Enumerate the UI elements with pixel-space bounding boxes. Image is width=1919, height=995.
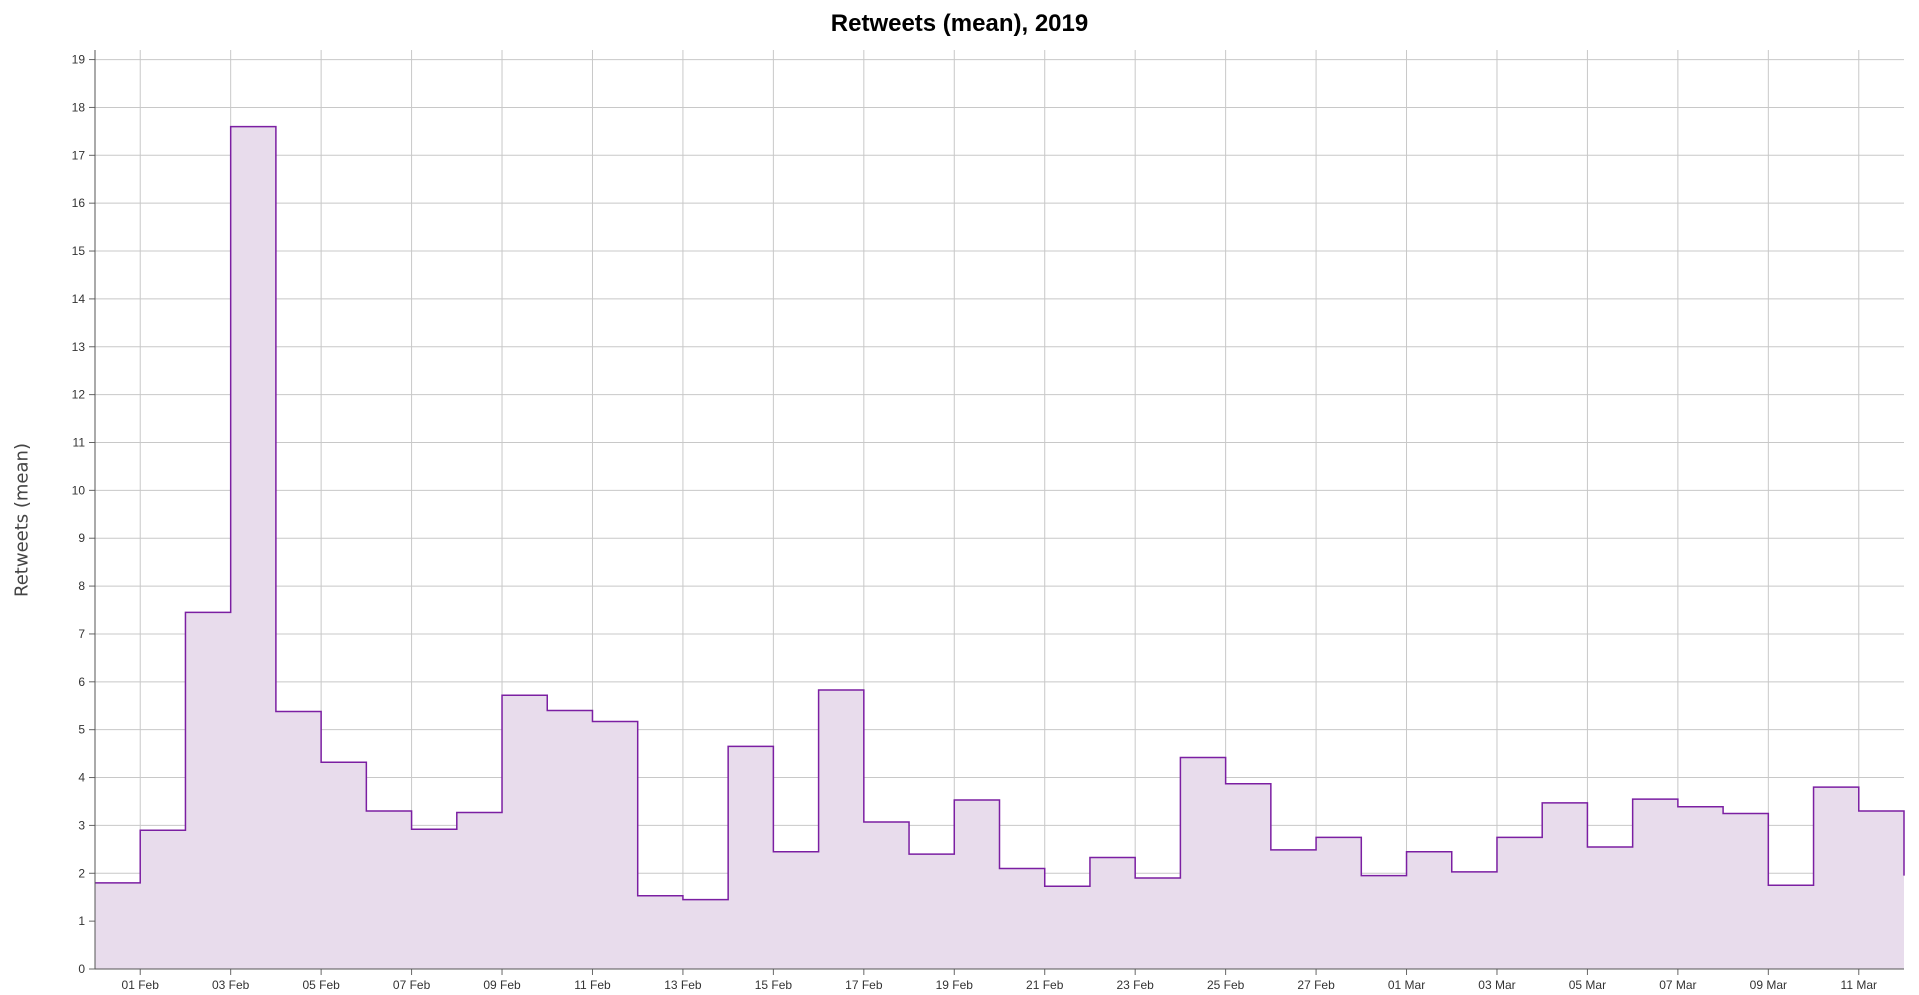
x-tick-label: 25 Feb <box>1207 978 1245 992</box>
y-tick-label: 1 <box>78 914 85 928</box>
data-step-2019-02-08 <box>457 812 502 969</box>
data-step-2019-02-12 <box>638 896 683 969</box>
data-step-2019-02-28 <box>1361 876 1406 969</box>
data-step-2019-02-15 <box>773 852 818 969</box>
x-tick-label: 07 Feb <box>393 978 431 992</box>
x-tick-label: 13 Feb <box>664 978 702 992</box>
series-line <box>95 125 1905 901</box>
y-tick-label: 14 <box>72 292 86 306</box>
y-tick-label: 11 <box>73 435 86 449</box>
data-step-2019-02-21 <box>1045 886 1090 969</box>
x-tick-label: 23 Feb <box>1116 978 1154 992</box>
data-step-2019-02-01 <box>140 830 185 969</box>
data-step-2019-02-06 <box>366 811 411 969</box>
data-step-2019-02-13 <box>683 900 728 969</box>
y-tick-label: 4 <box>78 771 85 785</box>
data-step-2019-02-22 <box>1090 857 1135 969</box>
x-tick-label: 03 Feb <box>212 978 250 992</box>
x-tick-label: 21 Feb <box>1026 978 1064 992</box>
x-tick-label: 19 Feb <box>936 978 974 992</box>
y-tick-label: 0 <box>78 962 85 976</box>
y-tick-label: 18 <box>72 100 86 114</box>
data-step-2019-03-01 <box>1407 852 1452 969</box>
x-tick-label: 17 Feb <box>845 978 883 992</box>
data-step-2019-03-11 <box>1859 811 1904 969</box>
data-step-2019-02-04 <box>276 711 321 969</box>
y-tick-label: 2 <box>78 866 85 880</box>
data-step-2019-02-02 <box>185 612 230 969</box>
y-tick-label: 19 <box>72 53 86 67</box>
x-tick-label: 01 Feb <box>122 978 160 992</box>
data-step-2019-02-20 <box>1000 868 1045 969</box>
data-step-2019-03-08 <box>1723 813 1768 969</box>
y-tick-label: 7 <box>78 627 85 641</box>
x-tick-label: 09 Mar <box>1750 978 1787 992</box>
y-tick-label: 10 <box>72 483 86 497</box>
y-tick-label: 15 <box>72 244 86 258</box>
data-step-2019-02-10 <box>547 711 592 969</box>
y-tick-label: 3 <box>78 818 85 832</box>
data-step-2019-02-09 <box>502 695 547 969</box>
x-tick-label: 07 Mar <box>1659 978 1696 992</box>
y-tick-label: 17 <box>72 148 86 162</box>
x-tick-label: 09 Feb <box>483 978 521 992</box>
data-step-2019-03-09 <box>1768 885 1813 969</box>
y-tick-label: 9 <box>78 531 85 545</box>
data-step-2019-03-06 <box>1633 799 1678 969</box>
data-step-2019-02-11 <box>592 722 637 969</box>
x-tick-label: 03 Mar <box>1478 978 1515 992</box>
data-step-2019-01-31 <box>95 883 140 969</box>
data-step-2019-03-02 <box>1452 872 1497 969</box>
x-tick-label: 01 Mar <box>1388 978 1425 992</box>
y-tick-label: 5 <box>78 723 85 737</box>
data-step-2019-02-19 <box>954 800 999 969</box>
data-step-2019-02-17 <box>864 822 909 969</box>
data-step-2019-02-27 <box>1316 837 1361 969</box>
y-tick-label: 12 <box>72 388 86 402</box>
x-tick-label: 15 Feb <box>755 978 793 992</box>
data-step-2019-03-05 <box>1587 847 1632 969</box>
data-step-2019-03-10 <box>1814 787 1859 969</box>
y-tick-label: 6 <box>78 675 85 689</box>
x-tick-label: 11 Feb <box>574 978 611 992</box>
x-tick-label: 05 Feb <box>302 978 340 992</box>
data-step-2019-02-07 <box>412 829 457 969</box>
data-step-2019-03-04 <box>1542 803 1587 969</box>
data-step-2019-02-26 <box>1271 850 1316 969</box>
data-step-2019-02-23 <box>1135 878 1180 969</box>
data-step-2019-02-25 <box>1226 784 1271 969</box>
series-area <box>95 126 1904 970</box>
data-step-2019-03-07 <box>1678 807 1723 969</box>
data-step-2019-02-24 <box>1180 757 1225 969</box>
y-tick-label: 13 <box>72 340 86 354</box>
data-step-2019-02-18 <box>909 854 954 969</box>
data-step-2019-02-03 <box>231 127 276 969</box>
x-tick-label: 05 Mar <box>1569 978 1606 992</box>
x-tick-label: 27 Feb <box>1297 978 1335 992</box>
y-tick-label: 8 <box>78 579 85 593</box>
x-tick-label: 11 Mar <box>1841 978 1877 992</box>
chart-title: Retweets (mean), 2019 <box>830 10 1089 37</box>
data-step-2019-03-03 <box>1497 837 1542 969</box>
y-tick-label: 16 <box>72 196 86 210</box>
data-step-2019-02-16 <box>819 690 864 969</box>
data-step-2019-02-05 <box>321 762 366 969</box>
data-step-2019-02-14 <box>728 746 773 969</box>
